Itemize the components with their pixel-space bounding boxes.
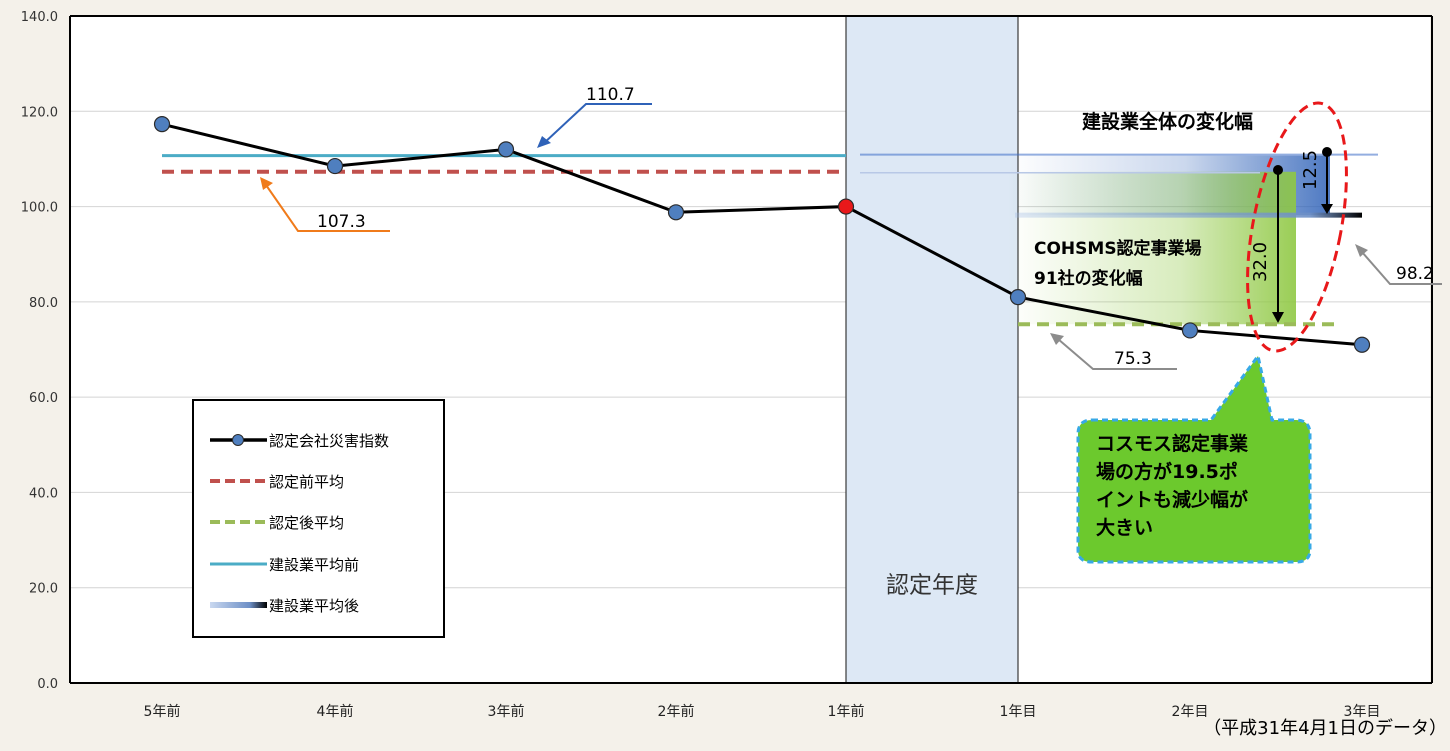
x-tick-label: 2年前 <box>658 703 695 720</box>
data-point-marker <box>326 157 344 175</box>
leader-line-107-3 <box>265 184 390 232</box>
value-text-107-3: 107.3 <box>317 212 366 232</box>
certified-change-band <box>1008 171 1296 325</box>
value-label-after-industry: 98.2 <box>1355 244 1442 285</box>
callout-bubble: コスモス認定事業 場の方が19.5ポ イントも減少幅が 大きい <box>1076 352 1312 564</box>
leader-arrowhead-75-3 <box>1050 333 1064 345</box>
data-date-note: （平成31年4月1日のデータ） <box>1203 718 1447 739</box>
data-point-marker <box>497 141 515 158</box>
value-text-98-2: 98.2 <box>1396 264 1434 284</box>
leader-arrowhead-110-7 <box>537 136 551 148</box>
legend-swatch-industry-after <box>210 602 267 608</box>
value-label-before-certified: 107.3 <box>260 177 390 232</box>
arrow-head-32-0 <box>1272 312 1284 323</box>
y-tick-label: 100.0 <box>21 201 58 216</box>
x-tick-label: 1年目 <box>1000 704 1037 720</box>
series-line <box>153 116 1371 353</box>
value-label-before-industry: 110.7 <box>537 85 652 148</box>
data-point-marker <box>1181 322 1199 339</box>
callout-line-1: コスモス認定事業 <box>1096 432 1249 455</box>
data-point-marker <box>153 116 171 133</box>
certification-year-band <box>846 16 1018 683</box>
certified-change-arrow: 32.0 <box>1250 165 1284 323</box>
leader-line-98-2 <box>1361 251 1442 285</box>
highlight-oval <box>1246 101 1348 353</box>
y-tick-label: 140.0 <box>21 10 58 25</box>
legend-label-industry-before: 建設業平均前 <box>269 556 359 574</box>
data-point-marker <box>837 198 855 215</box>
legend: 認定会社災害指数 認定前平均 認定後平均 建設業平均前 建設業平均後 <box>192 399 445 638</box>
legend-label-before-avg: 認定前平均 <box>269 473 344 491</box>
legend-label-index: 認定会社災害指数 <box>269 432 389 450</box>
data-point-marker <box>1353 336 1371 353</box>
change-value-32-0: 32.0 <box>1250 242 1271 282</box>
callout-shape <box>1076 352 1312 564</box>
data-point-marker <box>667 204 685 221</box>
x-tick-label: 5年前 <box>144 703 181 720</box>
leader-arrowhead-98-2 <box>1355 244 1368 257</box>
x-axis-tick-labels: 5年前 4年前 3年前 2年前 1年前 1年目 2年目 3年目 <box>144 703 1381 720</box>
callout-line-2: 場の方が19.5ポ <box>1096 460 1238 483</box>
index-series-line <box>161 122 1363 347</box>
arrow-dot-32-0 <box>1273 165 1283 175</box>
industry-change-arrow: 12.5 <box>1300 147 1333 214</box>
leader-line-110-7 <box>542 103 652 145</box>
legend-label-industry-after: 建設業平均後 <box>269 597 359 615</box>
industry-change-title: 建設業全体の変化幅 <box>1082 110 1253 133</box>
certified-change-title-1: COHSMS認定事業場 <box>1034 238 1202 259</box>
callout-line-3: イントも減少幅が <box>1096 488 1248 511</box>
y-tick-label: 120.0 <box>21 105 58 120</box>
value-text-75-3: 75.3 <box>1114 349 1152 369</box>
leader-line-75-3 <box>1057 338 1177 370</box>
value-text-110-7: 110.7 <box>586 85 635 105</box>
x-tick-label: 2年目 <box>1172 704 1209 720</box>
x-tick-label: 3年目 <box>1344 704 1381 720</box>
callout-line-4: 大きい <box>1096 516 1153 539</box>
leader-arrowhead-107-3 <box>260 177 273 190</box>
x-tick-label: 4年前 <box>317 703 354 720</box>
band-label: 認定年度 <box>886 572 978 598</box>
change-value-12-5: 12.5 <box>1300 150 1321 190</box>
legend-marker-index <box>232 434 244 446</box>
data-point-marker <box>1009 288 1027 306</box>
arrow-dot-12-5 <box>1322 147 1332 157</box>
industry-after-average-line <box>1015 212 1362 218</box>
y-tick-label: 80.0 <box>29 296 58 311</box>
legend-label-after-avg: 認定後平均 <box>269 514 344 532</box>
value-label-after-certified: 75.3 <box>1050 333 1177 370</box>
arrow-head-12-5 <box>1321 204 1333 214</box>
y-tick-label: 40.0 <box>29 486 58 501</box>
x-tick-label: 3年前 <box>488 703 525 720</box>
y-tick-label: 60.0 <box>29 391 58 406</box>
x-tick-label: 1年前 <box>828 703 865 720</box>
y-tick-label: 20.0 <box>29 582 58 597</box>
y-axis-tick-labels: 0.0 20.0 40.0 60.0 80.0 100.0 120.0 140.0 <box>21 10 58 692</box>
y-tick-label: 0.0 <box>37 677 58 692</box>
certified-change-title-2: 91社の変化幅 <box>1034 268 1143 289</box>
